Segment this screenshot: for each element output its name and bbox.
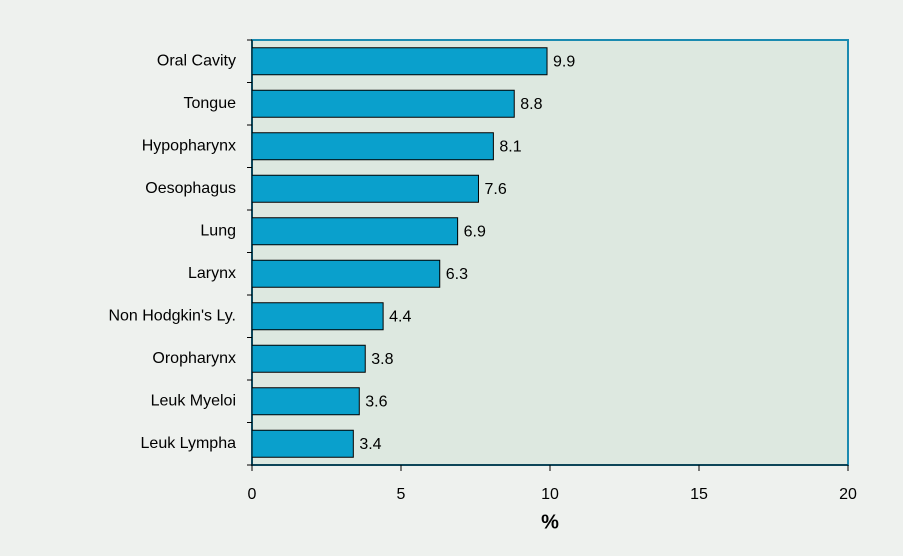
data-label: 6.9 — [464, 223, 486, 240]
data-label: 4.4 — [389, 308, 411, 325]
data-label: 3.6 — [365, 393, 387, 410]
x-tick-label: 0 — [248, 486, 257, 503]
bar — [251, 174, 479, 203]
bar — [251, 302, 384, 331]
bar — [251, 429, 354, 458]
bar — [251, 259, 441, 288]
data-label: 8.1 — [499, 138, 521, 155]
y-tick-label: Lung — [200, 222, 236, 239]
bar — [251, 387, 360, 416]
bar — [251, 89, 515, 118]
y-tick-label: Leuk Lympha — [141, 435, 237, 452]
y-tick-label: Leuk Myeloi — [151, 392, 236, 409]
y-tick-label: Non Hodgkin's Ly. — [108, 307, 236, 324]
bar — [251, 47, 548, 76]
y-tick-label: Oral Cavity — [157, 52, 236, 69]
y-tick-label: Hypopharynx — [142, 137, 236, 154]
x-tick-label: 5 — [397, 486, 406, 503]
bar — [251, 217, 459, 246]
x-axis-label: % — [541, 511, 559, 533]
data-label: 3.8 — [371, 351, 393, 368]
data-label: 7.6 — [484, 181, 506, 198]
x-tick-label: 10 — [541, 486, 559, 503]
bar — [251, 344, 366, 373]
y-tick-label: Larynx — [188, 265, 236, 282]
data-label: 9.9 — [553, 53, 575, 70]
x-tick-label: 20 — [839, 486, 857, 503]
data-label: 8.8 — [520, 96, 542, 113]
data-label: 3.4 — [359, 436, 381, 453]
bar — [251, 132, 494, 161]
x-tick-label: 15 — [690, 486, 708, 503]
y-tick-label: Oropharynx — [152, 350, 236, 367]
y-tick-label: Oesophagus — [145, 180, 236, 197]
y-tick-label: Tongue — [184, 95, 237, 112]
data-label: 6.3 — [446, 266, 468, 283]
